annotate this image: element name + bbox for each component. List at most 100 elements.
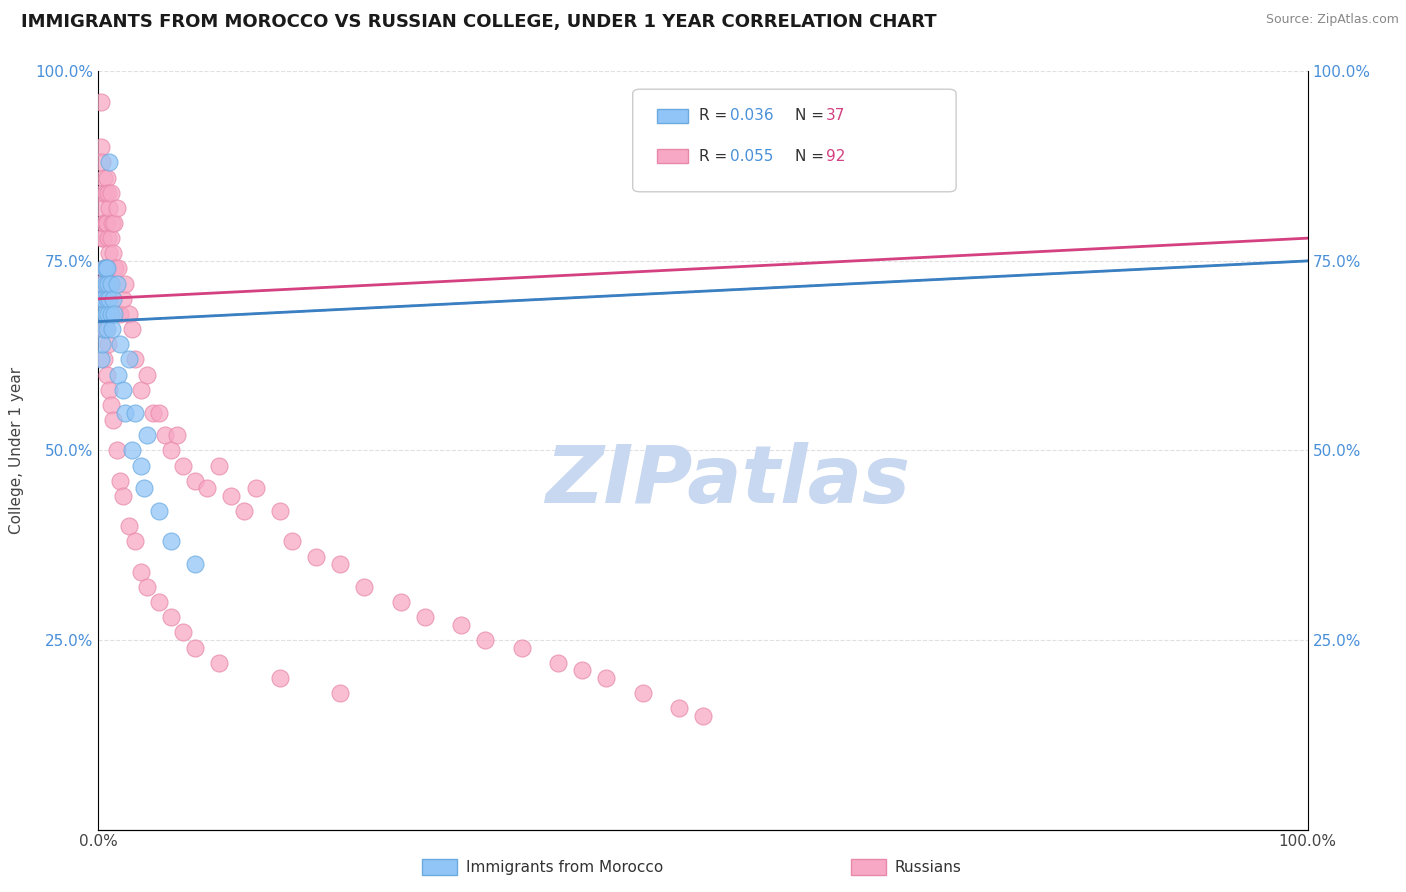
Point	[184, 557, 207, 572]
Point	[208, 458, 231, 473]
Point	[281, 534, 304, 549]
Point	[97, 337, 120, 351]
Point	[91, 322, 114, 336]
Point	[208, 656, 231, 670]
Point	[547, 656, 569, 670]
Point	[90, 140, 112, 154]
Point	[153, 428, 176, 442]
Point	[118, 307, 141, 321]
Point	[93, 292, 115, 306]
Point	[100, 322, 122, 336]
Point	[97, 307, 120, 321]
Point	[232, 504, 254, 518]
Text: 37: 37	[825, 109, 845, 123]
Point	[105, 201, 128, 215]
Point	[108, 474, 131, 488]
Point	[93, 216, 115, 230]
Point	[474, 633, 496, 648]
Point	[172, 458, 194, 473]
Point	[305, 549, 328, 564]
Text: 0.036: 0.036	[730, 109, 773, 123]
Point	[450, 617, 472, 632]
Point	[135, 428, 157, 442]
Point	[91, 231, 114, 245]
Point	[93, 352, 115, 367]
Text: 92: 92	[825, 149, 845, 163]
Text: N =: N =	[794, 109, 828, 123]
Point	[101, 292, 124, 306]
Text: N =: N =	[794, 149, 828, 163]
Point	[100, 398, 122, 412]
Point	[94, 277, 117, 291]
Point	[98, 292, 121, 306]
Point	[329, 557, 352, 572]
Point	[124, 534, 146, 549]
Text: Source: ZipAtlas.com: Source: ZipAtlas.com	[1265, 13, 1399, 27]
Point	[90, 95, 112, 109]
Point	[100, 307, 122, 321]
Point	[103, 307, 125, 321]
Point	[91, 337, 114, 351]
Point	[96, 170, 118, 185]
Point	[108, 337, 131, 351]
Point	[94, 261, 117, 276]
Point	[134, 482, 156, 496]
Point	[111, 292, 134, 306]
Point	[91, 292, 114, 306]
Point	[118, 352, 141, 367]
Point	[142, 405, 165, 420]
Text: R =: R =	[699, 109, 733, 123]
Point	[93, 170, 115, 185]
Point	[129, 383, 152, 397]
Point	[160, 534, 183, 549]
Point	[195, 482, 218, 496]
Point	[96, 292, 118, 306]
Point	[98, 155, 121, 169]
Point	[148, 405, 170, 420]
Point	[96, 261, 118, 276]
Point	[93, 261, 115, 276]
Point	[89, 277, 111, 291]
Point	[96, 261, 118, 276]
Point	[91, 201, 114, 215]
Point	[124, 405, 146, 420]
Point	[94, 216, 117, 230]
Point	[114, 405, 136, 420]
Point	[98, 201, 121, 215]
Point	[571, 664, 593, 678]
Point	[184, 474, 207, 488]
Point	[97, 277, 120, 291]
Point	[101, 413, 124, 427]
Point	[668, 701, 690, 715]
Point	[148, 504, 170, 518]
Point	[121, 443, 143, 458]
Point	[124, 352, 146, 367]
Point	[98, 246, 121, 260]
Point	[111, 489, 134, 503]
Point	[100, 277, 122, 291]
Point	[129, 458, 152, 473]
Point	[172, 625, 194, 640]
Point	[91, 292, 114, 306]
Point	[94, 186, 117, 200]
Point	[121, 322, 143, 336]
Point	[94, 322, 117, 336]
Point	[160, 610, 183, 624]
Text: ZIPatlas: ZIPatlas	[544, 442, 910, 520]
Point	[329, 686, 352, 700]
Point	[353, 580, 375, 594]
Point	[100, 231, 122, 245]
Point	[90, 352, 112, 367]
Point	[93, 322, 115, 336]
Text: Immigrants from Morocco: Immigrants from Morocco	[465, 860, 662, 874]
Point	[97, 186, 120, 200]
Point	[221, 489, 243, 503]
Point	[148, 595, 170, 609]
Point	[108, 307, 131, 321]
Point	[114, 277, 136, 291]
Point	[98, 383, 121, 397]
Point	[96, 216, 118, 230]
Text: 0.055: 0.055	[730, 149, 773, 163]
Y-axis label: College, Under 1 year: College, Under 1 year	[10, 367, 24, 534]
Point	[101, 246, 124, 260]
